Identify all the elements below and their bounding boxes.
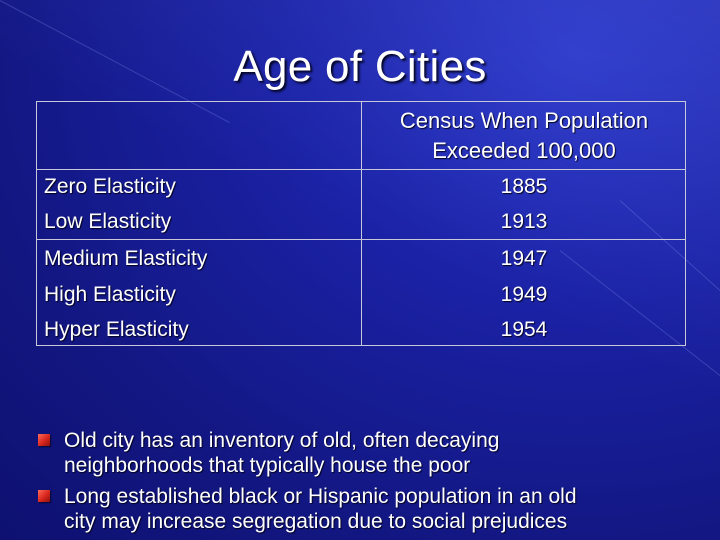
table-header-divider [37, 169, 685, 170]
row-value: 1954 [500, 318, 548, 341]
row-label: High Elasticity [44, 283, 176, 306]
table-row: Medium Elasticity 1947 [37, 241, 685, 277]
bullet-text-line: Old city has an inventory of old, often … [64, 429, 500, 452]
table-row-divider [37, 239, 685, 240]
bullet-text-line: city may increase segregation due to soc… [64, 510, 568, 533]
row-value: 1913 [500, 210, 548, 233]
row-label: Zero Elasticity [44, 175, 176, 198]
table-row: Low Elasticity 1913 [37, 204, 685, 240]
row-label: Low Elasticity [44, 210, 172, 233]
data-table: Census When Population Exceeded 100,000 … [36, 101, 686, 346]
table-header-cell: Census When Population Exceeded 100,000 [363, 106, 685, 166]
row-value: 1947 [500, 247, 548, 270]
bullet-list: Old city has an inventory of old, often … [38, 428, 698, 540]
table-column-divider [361, 102, 362, 345]
table-header-line: Exceeded 100,000 [432, 138, 616, 163]
table-header-line: Census When Population [399, 108, 649, 133]
table-row: High Elasticity 1949 [37, 277, 685, 313]
row-label: Medium Elasticity [44, 247, 208, 270]
bullet-square-icon [38, 490, 50, 502]
row-label: Hyper Elasticity [44, 318, 189, 341]
bullet-text-line: Long established black or Hispanic popul… [64, 485, 577, 508]
row-value: 1885 [500, 175, 548, 198]
table-row: Zero Elasticity 1885 [37, 169, 685, 205]
bullet-text-line: neighborhoods that typically house the p… [64, 454, 471, 477]
bullet-item: Long established black or Hispanic popul… [38, 484, 698, 534]
bullet-item: Old city has an inventory of old, often … [38, 428, 698, 478]
bullet-square-icon [38, 434, 50, 446]
slide-title: Age of Cities [233, 42, 487, 91]
row-value: 1949 [500, 283, 548, 306]
table-row: Hyper Elasticity 1954 [37, 312, 685, 348]
